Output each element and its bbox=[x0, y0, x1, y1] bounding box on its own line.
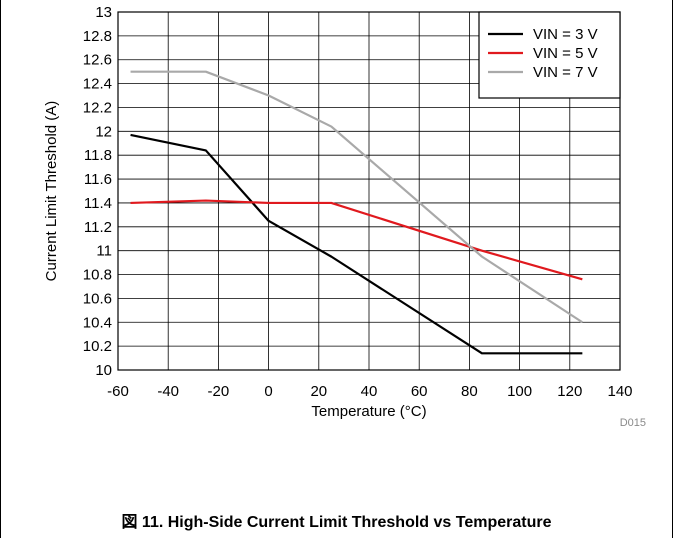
y-tick-labels: 10 10.2 10.4 10.6 10.8 11 11.2 11.4 11.6 11.8 12 12… bbox=[83, 4, 112, 379]
x-tick-label: 60 bbox=[411, 383, 428, 400]
x-tick-label: 20 bbox=[310, 383, 327, 400]
chart-series bbox=[130, 70, 583, 355]
y-tick-label: 11.6 bbox=[84, 171, 112, 188]
x-tick-label: 140 bbox=[607, 383, 632, 400]
x-axis-title: Temperature (°C) bbox=[311, 403, 426, 420]
figure-caption: 図 11. High-Side Current Limit Threshold … bbox=[121, 514, 552, 531]
legend-label: VIN = 7 V bbox=[533, 64, 598, 81]
series-line bbox=[130, 70, 583, 324]
left-border-rule bbox=[0, 0, 1, 538]
x-tick-label: 0 bbox=[264, 383, 272, 400]
chart-figure: -60 -40 -20 0 20 40 60 80 100 120 140 1010.210.410… bbox=[43, 4, 646, 429]
x-tick-label: -20 bbox=[208, 383, 230, 400]
x-tick-label: 100 bbox=[507, 383, 532, 400]
x-tick-label: -60 bbox=[107, 383, 129, 400]
y-tick-label: 10.6 bbox=[83, 290, 112, 307]
y-tick-label: 11 bbox=[96, 243, 112, 260]
y-tick-label: 10 bbox=[95, 362, 112, 379]
y-tick-label: 12.2 bbox=[83, 99, 112, 116]
x-tick-label: 120 bbox=[557, 383, 582, 400]
x-tick-label: 40 bbox=[361, 383, 378, 400]
plot-frame bbox=[117, 11, 621, 371]
y-tick-label: 11.8 bbox=[84, 147, 112, 164]
y-tick-label: 12.8 bbox=[83, 28, 112, 45]
y-axis-title: Current Limit Threshold (A) bbox=[43, 101, 60, 282]
y-tick-label: 12.6 bbox=[83, 52, 112, 69]
x-tick-labels: -60 -40 -20 0 20 40 60 80 100 120 140 bbox=[107, 383, 632, 400]
chart-legend: VIN = 3 V VIN = 5 V VIN = 7 V bbox=[478, 11, 621, 99]
y-tick-label: 12 bbox=[95, 123, 112, 140]
y-tick-label: 10.2 bbox=[83, 338, 112, 355]
series-line bbox=[130, 199, 583, 281]
legend-label: VIN = 3 V bbox=[533, 26, 598, 43]
y-tick-label: 11.4 bbox=[84, 195, 112, 212]
legend-box bbox=[478, 11, 621, 99]
legend-label: VIN = 5 V bbox=[533, 45, 598, 62]
y-tick-label: 10.8 bbox=[83, 267, 112, 284]
y-tick-label: 10.4 bbox=[83, 314, 112, 331]
series-line bbox=[130, 133, 583, 355]
y-tick-label: 13 bbox=[95, 4, 112, 21]
x-tick-label: 80 bbox=[461, 383, 478, 400]
figure-code-label: D015 bbox=[620, 417, 646, 429]
x-tick-label: -40 bbox=[157, 383, 179, 400]
y-tick-label: 12.4 bbox=[83, 76, 112, 93]
y-tick-label: 11.2 bbox=[84, 219, 112, 236]
